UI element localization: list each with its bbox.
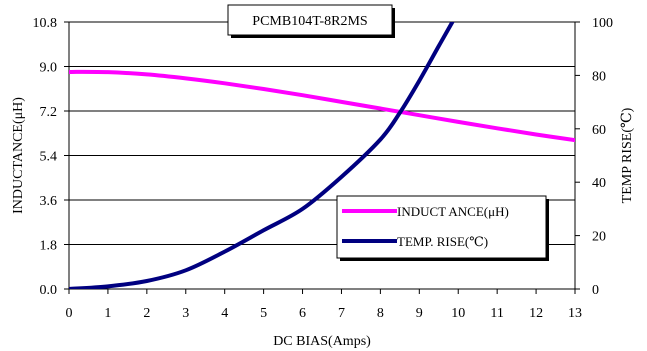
left-y-tick-label: 7.2 bbox=[40, 105, 58, 120]
left-y-tick-label: 1.8 bbox=[40, 239, 58, 254]
x-tick-label: 13 bbox=[568, 306, 582, 321]
right-y-tick-label: 20 bbox=[592, 230, 606, 245]
x-tick-label: 6 bbox=[299, 306, 306, 321]
left-y-tick-label: 9.0 bbox=[40, 61, 58, 76]
x-tick-label: 10 bbox=[451, 306, 465, 321]
x-tick-label: 8 bbox=[377, 306, 384, 321]
x-axis-title: DC BIAS(Amps) bbox=[273, 334, 371, 349]
left-y-tick-label: 5.4 bbox=[40, 150, 58, 165]
left-y-tick-label: 10.8 bbox=[33, 16, 58, 31]
legend: INDUCT ANCE(μH) TEMP. RISE(℃) bbox=[336, 195, 549, 261]
chart-title-box: PCMB104T-8R2MS bbox=[227, 4, 395, 38]
left-y-tick-label: 3.6 bbox=[40, 194, 58, 209]
legend-label-temp-rise: TEMP. RISE(℃) bbox=[397, 234, 488, 249]
x-tick-label: 4 bbox=[221, 306, 228, 321]
x-tick-label: 1 bbox=[104, 306, 111, 321]
right-y-tick-label: 60 bbox=[592, 123, 606, 138]
x-tick-label: 12 bbox=[529, 306, 543, 321]
right-y-tick-label: 100 bbox=[592, 16, 613, 31]
series-line-inductance bbox=[69, 69, 575, 143]
series-layer bbox=[69, 22, 575, 289]
series-line-temp-rise bbox=[69, 22, 455, 289]
right-y-tick-label: 0 bbox=[592, 283, 599, 298]
right-y-tick-label: 40 bbox=[592, 176, 606, 191]
x-tick-label: 2 bbox=[143, 306, 150, 321]
left-y-tick-label: 0.0 bbox=[40, 283, 58, 298]
x-tick-label: 3 bbox=[182, 306, 189, 321]
right-y-axis-title: TEMP RISE(℃) bbox=[620, 107, 635, 203]
x-tick-label: 11 bbox=[490, 306, 503, 321]
left-y-axis-title: INDUCTANCE(μH) bbox=[11, 97, 26, 214]
right-y-tick-label: 80 bbox=[592, 69, 606, 84]
x-tick-label: 5 bbox=[260, 306, 267, 321]
legend-label-inductance: INDUCT ANCE(μH) bbox=[397, 204, 509, 219]
chart-title: PCMB104T-8R2MS bbox=[252, 14, 367, 29]
x-tick-label: 9 bbox=[416, 306, 423, 321]
x-tick-label: 0 bbox=[66, 306, 73, 321]
x-tick-label: 7 bbox=[338, 306, 345, 321]
